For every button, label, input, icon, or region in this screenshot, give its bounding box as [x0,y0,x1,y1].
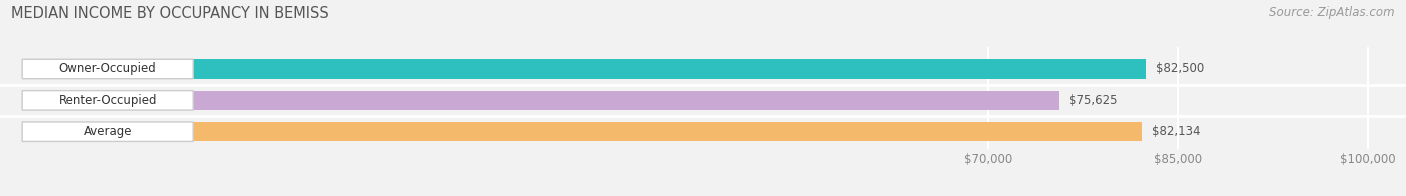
Text: MEDIAN INCOME BY OCCUPANCY IN BEMISS: MEDIAN INCOME BY OCCUPANCY IN BEMISS [11,6,329,21]
FancyBboxPatch shape [22,59,193,79]
Bar [101,59,1146,79]
Bar [101,91,1059,110]
Bar [101,122,1142,142]
Text: Source: ZipAtlas.com: Source: ZipAtlas.com [1270,6,1395,19]
Text: Renter-Occupied: Renter-Occupied [59,94,157,107]
FancyBboxPatch shape [22,91,193,110]
Text: $82,134: $82,134 [1152,125,1201,138]
FancyBboxPatch shape [22,122,193,142]
Text: Owner-Occupied: Owner-Occupied [59,63,156,75]
Text: Average: Average [83,125,132,138]
Text: $75,625: $75,625 [1070,94,1118,107]
Text: $82,500: $82,500 [1157,63,1205,75]
